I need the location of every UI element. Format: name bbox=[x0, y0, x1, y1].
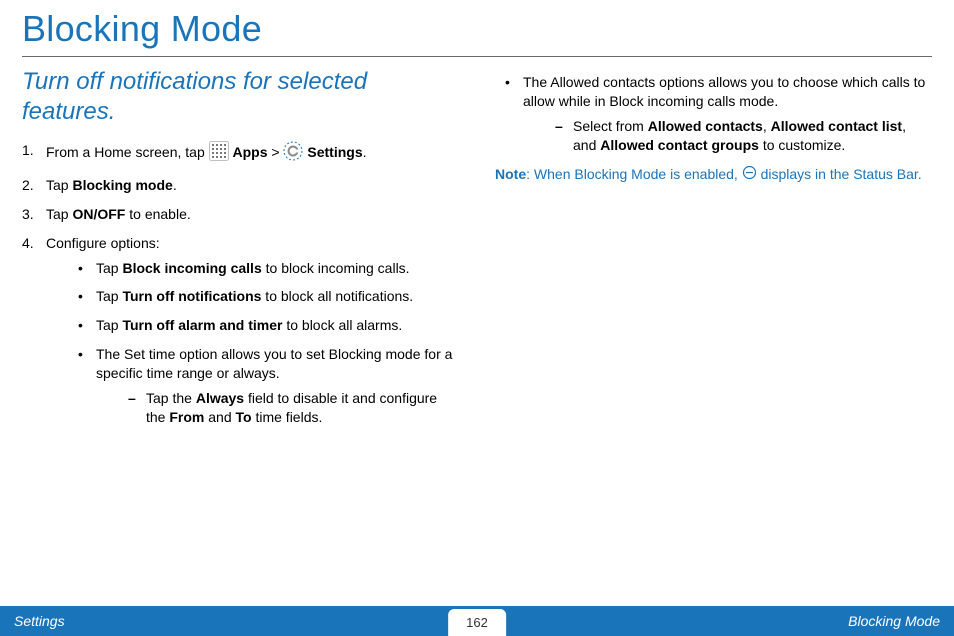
page-title: Blocking Mode bbox=[22, 8, 932, 50]
title-rule bbox=[22, 56, 932, 57]
dr1-b1: Allowed contacts bbox=[648, 118, 763, 134]
opt1-pre: Tap bbox=[96, 260, 122, 276]
step-1-apps: Apps bbox=[233, 144, 268, 160]
dr1-sep1: , bbox=[763, 118, 771, 134]
footer-right: Blocking Mode bbox=[848, 613, 940, 629]
dr1-b2: Allowed contact list bbox=[771, 118, 902, 134]
set-time-sublist: Tap the Always field to disable it and c… bbox=[124, 389, 459, 427]
step-3-suffix: to enable. bbox=[125, 206, 190, 222]
manual-page: Blocking Mode Turn off notifications for… bbox=[0, 0, 954, 636]
d1-b3: To bbox=[236, 409, 252, 425]
minus-circle-icon bbox=[742, 165, 757, 185]
opt4-text: The Set time option allows you to set Bl… bbox=[96, 346, 452, 381]
opt3-pre: Tap bbox=[96, 317, 122, 333]
opt2-bold: Turn off notifications bbox=[122, 288, 261, 304]
opt2-pre: Tap bbox=[96, 288, 122, 304]
set-time-always: Tap the Always field to disable it and c… bbox=[124, 389, 459, 427]
step-1-suffix: . bbox=[363, 144, 367, 160]
step-4-text: Configure options: bbox=[46, 235, 160, 251]
opt2-post: to block all notifications. bbox=[261, 288, 413, 304]
allowed-contacts-choices: Select from Allowed contacts, Allowed co… bbox=[551, 117, 932, 155]
d1-post: time fields. bbox=[252, 409, 323, 425]
right-column: The Allowed contacts options allows you … bbox=[495, 67, 932, 606]
apps-grid-icon bbox=[209, 141, 229, 166]
opt1-post: to block incoming calls. bbox=[262, 260, 410, 276]
note-post: displays in the Status Bar. bbox=[757, 166, 922, 182]
note-label: Note bbox=[495, 166, 526, 182]
subtitle: Turn off notifications for selected feat… bbox=[22, 67, 459, 127]
step-1-settings: Settings bbox=[307, 144, 362, 160]
columns: Turn off notifications for selected feat… bbox=[0, 67, 954, 606]
note: Note: When Blocking Mode is enabled, dis… bbox=[495, 165, 932, 185]
allowed-contacts-sublist: Select from Allowed contacts, Allowed co… bbox=[551, 117, 932, 155]
step-1-text-prefix: From a Home screen, tap bbox=[46, 144, 209, 160]
step-4: Configure options: Tap Block incoming ca… bbox=[22, 234, 459, 427]
step-3-prefix: Tap bbox=[46, 206, 72, 222]
title-wrap: Blocking Mode bbox=[0, 0, 954, 50]
opt3-post: to block all alarms. bbox=[282, 317, 402, 333]
footer: Settings 162 Blocking Mode bbox=[0, 606, 954, 636]
dr1-b3: Allowed contact groups bbox=[600, 137, 759, 153]
options-list: Tap Block incoming calls to block incomi… bbox=[74, 259, 459, 427]
option-block-calls: Tap Block incoming calls to block incomi… bbox=[74, 259, 459, 278]
dr1-pre: Select from bbox=[573, 118, 648, 134]
right-options-list: The Allowed contacts options allows you … bbox=[501, 73, 932, 155]
step-2-prefix: Tap bbox=[46, 177, 72, 193]
d1-pre: Tap the bbox=[146, 390, 196, 406]
step-3-bold: ON/OFF bbox=[72, 206, 125, 222]
option-turn-off-alarm: Tap Turn off alarm and timer to block al… bbox=[74, 316, 459, 335]
step-1-sep: > bbox=[271, 144, 283, 160]
gear-icon bbox=[283, 141, 303, 166]
d1-b1: Always bbox=[196, 390, 244, 406]
step-1: From a Home screen, tap Apps > bbox=[22, 141, 459, 166]
step-2-bold: Blocking mode bbox=[72, 177, 172, 193]
option-turn-off-notifications: Tap Turn off notifications to block all … bbox=[74, 287, 459, 306]
footer-left: Settings bbox=[14, 613, 65, 629]
step-2-suffix: . bbox=[173, 177, 177, 193]
allowed-contacts-text: The Allowed contacts options allows you … bbox=[523, 74, 925, 109]
d1-b2: From bbox=[169, 409, 204, 425]
d1-mid2: and bbox=[204, 409, 235, 425]
opt1-bold: Block incoming calls bbox=[122, 260, 261, 276]
left-column: Turn off notifications for selected feat… bbox=[22, 67, 459, 606]
page-number: 162 bbox=[448, 609, 506, 636]
steps-list: From a Home screen, tap Apps > bbox=[22, 141, 459, 427]
option-allowed-contacts: The Allowed contacts options allows you … bbox=[501, 73, 932, 155]
option-set-time: The Set time option allows you to set Bl… bbox=[74, 345, 459, 427]
dr1-post: to customize. bbox=[759, 137, 845, 153]
opt3-bold: Turn off alarm and timer bbox=[122, 317, 282, 333]
note-pre: : When Blocking Mode is enabled, bbox=[526, 166, 742, 182]
step-2: Tap Blocking mode. bbox=[22, 176, 459, 195]
step-3: Tap ON/OFF to enable. bbox=[22, 205, 459, 224]
